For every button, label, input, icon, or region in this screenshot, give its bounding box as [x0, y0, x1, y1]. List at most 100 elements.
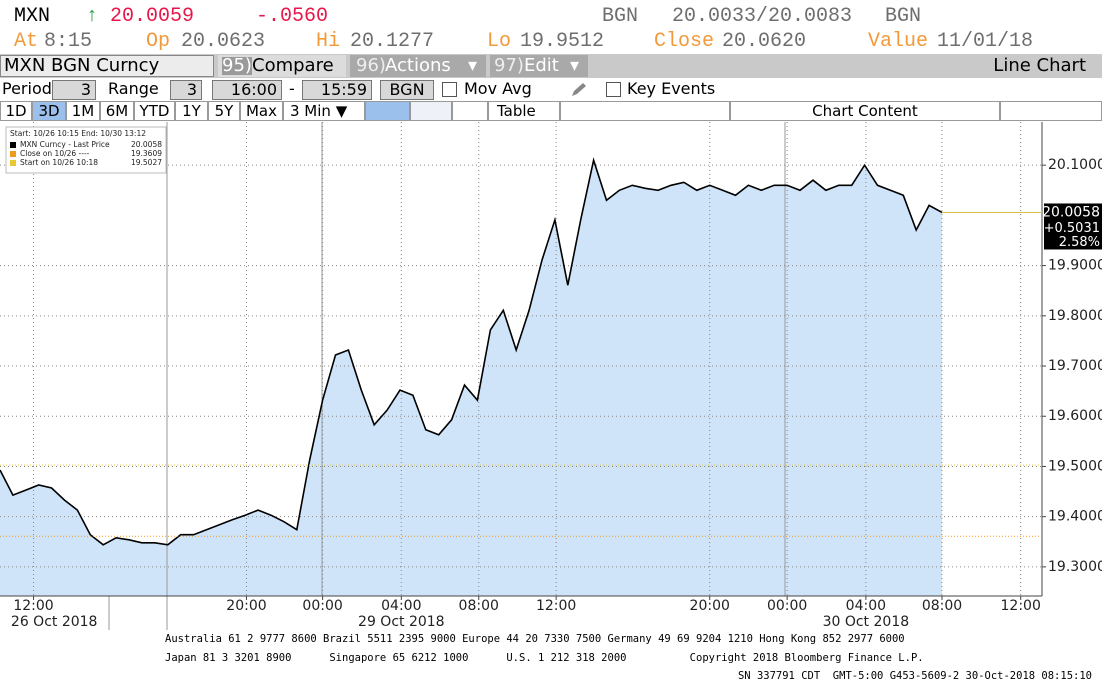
security[interactable]: MXN BGN Curncy — [4, 55, 160, 76]
y-tick-label: 19.4000 — [1048, 509, 1102, 525]
x-tick-label: 04:00 — [846, 598, 886, 614]
value: 11/01/18 — [937, 30, 1034, 53]
period-button[interactable]: Max — [240, 101, 283, 121]
source[interactable]: BGN — [380, 80, 434, 100]
last-price: 20.0058 — [1042, 204, 1100, 220]
legend-value: 20.0058 — [131, 140, 162, 149]
legend-box — [5, 126, 167, 174]
date-label: 30 Oct 2018 — [823, 614, 910, 630]
legend-label: MXN Curncy - Last Price — [20, 140, 110, 149]
x-tick-label: 12:00 — [536, 598, 576, 614]
bid: 20.0033 — [672, 5, 757, 28]
last: 20.0059 — [110, 5, 195, 28]
period-button[interactable]: 1Y — [175, 101, 208, 121]
legend-note: Start: 10/26 10:15 End: 10/30 13:12 — [10, 129, 146, 138]
legend-value: 19.5027 — [131, 158, 162, 167]
y-tick-label: 19.8000 — [1048, 308, 1102, 324]
period-button[interactable]: 3D — [32, 101, 66, 121]
arrow: ↑ — [86, 5, 99, 28]
legend-swatch — [10, 142, 16, 148]
footer: SN 337791 CDT GMT-5:00 G453-5609-2 30-Oc… — [737, 670, 1092, 682]
mov-avg[interactable]: Mov Avg — [464, 79, 532, 98]
label: Close — [654, 30, 715, 53]
menu-number: 96) — [356, 55, 386, 76]
menu-label[interactable]: Actions — [385, 55, 451, 76]
label: At — [14, 30, 39, 53]
chart-content[interactable]: Chart Content — [730, 101, 1000, 121]
menu-label[interactable]: Compare — [252, 55, 334, 76]
menu-label[interactable]: Edit — [524, 55, 559, 76]
value: 8:15 — [44, 30, 93, 53]
legend-swatch — [10, 151, 16, 157]
button[interactable] — [452, 101, 488, 121]
ticker: MXN — [14, 5, 51, 28]
key-events[interactable]: Key Events — [627, 79, 716, 98]
value: 20.1277 — [350, 30, 435, 53]
period-button[interactable]: 1D — [0, 101, 32, 121]
legend-label: Start on 10/26 10:18 — [20, 158, 98, 167]
last-change-pct: 2.58% — [1059, 235, 1100, 250]
legend: Start: 10/26 10:15 End: 10/30 13:12 MXN C… — [5, 126, 167, 174]
label: Op — [146, 30, 171, 53]
y-tick-label: 19.3000 — [1048, 559, 1102, 575]
view: Line Chart — [993, 55, 1086, 76]
table[interactable]: Table — [488, 101, 560, 121]
checkbox[interactable] — [442, 82, 457, 97]
ask: 20.0083 — [768, 5, 853, 28]
button[interactable] — [410, 101, 452, 121]
menu-arrow: ▾ — [570, 55, 580, 76]
menu-number: 97) — [494, 55, 524, 76]
x-tick-label: 04:00 — [381, 598, 421, 614]
y-tick-label: 19.9000 — [1048, 258, 1102, 274]
line — [0, 157, 943, 546]
legend-swatch — [10, 160, 16, 166]
footer: Japan 81 3 3201 8900 Singapore 65 6212 1… — [165, 652, 924, 664]
menu[interactable] — [490, 55, 588, 77]
interval[interactable]: 3 Min ▼ — [283, 101, 365, 121]
last-change: +0.5031 — [1044, 221, 1100, 236]
x-tick-label: 12:00 — [1001, 598, 1041, 614]
legend-label: Close on 10/26 ---- — [20, 149, 90, 158]
range[interactable]: 3 — [170, 80, 202, 100]
label: Period — [2, 79, 52, 98]
menu-number: 95) — [222, 55, 252, 76]
label: Hi — [316, 30, 341, 53]
x-tick-label: 20:00 — [690, 598, 730, 614]
end-time[interactable]: 15:59 — [302, 80, 372, 100]
date-label: 29 Oct 2018 — [358, 614, 445, 630]
date-label: 26 Oct 2018 — [11, 614, 98, 630]
value: 20.0620 — [722, 30, 807, 53]
legend-value: 19.3609 — [131, 149, 162, 158]
menu[interactable] — [350, 55, 486, 77]
menu-arrow: ▾ — [468, 55, 478, 76]
checkbox[interactable] — [606, 82, 621, 97]
start-time[interactable]: 16:00 — [212, 80, 282, 100]
last-price-box — [1044, 203, 1102, 250]
x-tick-label: 20:00 — [226, 598, 266, 614]
period-button[interactable]: 1M — [66, 101, 100, 121]
value: 20.0623 — [181, 30, 266, 53]
y-tick-label: 19.7000 — [1048, 358, 1102, 374]
period-button[interactable]: 5Y — [208, 101, 240, 121]
label: Range — [108, 79, 159, 98]
pencil-icon[interactable] — [570, 82, 588, 98]
value: 19.9512 — [520, 30, 605, 53]
security-box[interactable] — [0, 55, 214, 77]
chart-content-label: Chart Content — [812, 102, 918, 120]
y-tick-label: 20.1000 — [1048, 157, 1102, 173]
x-tick-label: 12:00 — [13, 598, 53, 614]
x-tick-label: 00:00 — [302, 598, 342, 614]
period-button[interactable]: 6M — [100, 101, 134, 121]
button[interactable] — [365, 101, 410, 121]
change: -.0560 — [256, 5, 329, 28]
period[interactable]: 3 — [52, 80, 96, 100]
collapse-button[interactable] — [560, 101, 730, 121]
y-tick-label: 19.6000 — [1048, 408, 1102, 424]
period-button[interactable]: YTD — [134, 101, 175, 121]
x-tick-label: 00:00 — [767, 598, 807, 614]
ask-source: BGN — [885, 5, 922, 28]
x-tick-label: 08:00 — [922, 598, 962, 614]
label: Lo — [487, 30, 512, 53]
